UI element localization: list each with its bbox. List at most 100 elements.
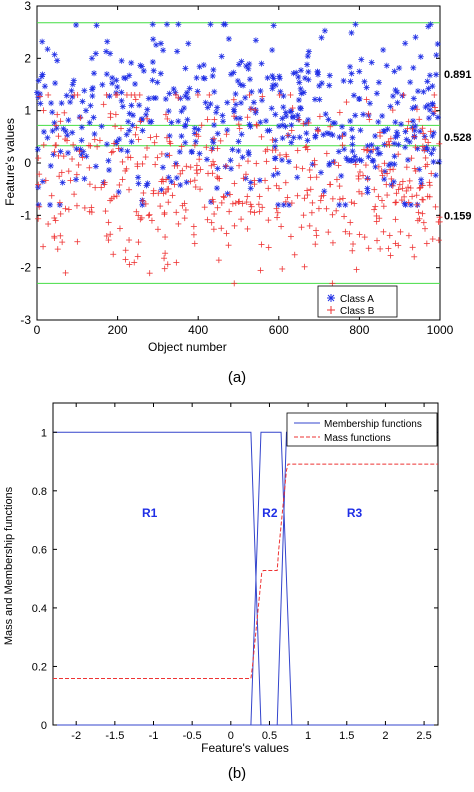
class-a-point — [91, 70, 98, 77]
class-a-point — [44, 46, 51, 53]
class-a-point — [168, 178, 175, 185]
class-b-point — [392, 240, 399, 247]
class-b-point — [223, 131, 230, 138]
class-a-point — [330, 119, 337, 126]
panel-b-xtick-label: 0.5 — [262, 730, 277, 742]
class-b-point — [287, 233, 294, 240]
class-a-point — [380, 46, 387, 53]
class-a-point — [144, 180, 151, 187]
class-b-point — [273, 205, 280, 212]
class-b-point — [73, 171, 80, 178]
panel-a-ytick-label: -2 — [20, 261, 31, 275]
class-b-point — [383, 181, 390, 188]
class-b-point — [258, 133, 265, 140]
class-a-point — [257, 119, 264, 126]
class-a-point — [391, 68, 398, 75]
class-a-point — [54, 57, 61, 64]
class-b-point — [225, 242, 232, 249]
class-b-point — [387, 135, 394, 142]
class-b-point — [48, 192, 55, 199]
class-b-point — [373, 218, 380, 225]
class-b-point — [346, 230, 353, 237]
panel-b: -2 -1.5 -1 -0.5 0 0.5 1 1.5 2 2.5 0 0.2 0.4 0.6 0.8 1 R… — [3, 402, 439, 782]
class-b-point — [392, 216, 399, 223]
class-a-point — [63, 92, 70, 99]
class-a-point — [222, 163, 229, 170]
class-a-point — [73, 146, 80, 153]
class-b-point — [276, 91, 283, 98]
class-b-point — [211, 161, 218, 168]
class-b-point — [132, 96, 139, 103]
panel-b-ytick-label: 0.2 — [32, 661, 47, 673]
class-a-point — [113, 77, 120, 84]
class-b-point — [177, 170, 184, 177]
class-a-point — [426, 106, 433, 113]
class-b-point — [214, 204, 221, 211]
class-b-point — [142, 154, 149, 161]
class-b-point — [71, 191, 78, 198]
class-b-point — [301, 263, 308, 270]
class-a-point — [252, 37, 259, 44]
class-a-point — [392, 134, 399, 141]
panel-a-ytick-label: 3 — [24, 0, 31, 13]
class-a-point — [409, 105, 416, 112]
class-a-point — [89, 93, 96, 100]
class-a-point — [207, 21, 214, 28]
class-a-point — [149, 21, 156, 28]
class-b-point — [100, 101, 107, 108]
class-b-point — [45, 91, 52, 98]
class-a-point — [89, 86, 96, 93]
class-a-point — [220, 21, 227, 28]
class-a-point — [234, 77, 241, 84]
class-a-point — [224, 127, 231, 134]
class-b-point — [303, 143, 310, 150]
class-a-point — [347, 78, 354, 85]
class-a-point — [118, 97, 125, 104]
class-b-point — [51, 215, 58, 222]
class-b-point — [91, 136, 98, 143]
class-b-point — [70, 141, 77, 148]
class-b-point — [139, 160, 146, 167]
class-a-point — [126, 127, 133, 134]
class-a-point — [305, 116, 312, 123]
class-a-point — [218, 53, 225, 60]
class-a-point — [377, 150, 384, 157]
class-b-point — [236, 162, 243, 169]
class-b-point — [348, 199, 355, 206]
class-b-point — [386, 232, 393, 239]
class-b-point — [208, 147, 215, 154]
class-a-point — [365, 153, 372, 160]
panel-b-xtick-label: -1.5 — [105, 730, 124, 742]
class-a-point — [78, 137, 85, 144]
class-b-point — [173, 259, 180, 266]
class-b-point — [245, 158, 252, 165]
class-a-point — [177, 182, 184, 189]
class-a-point — [425, 115, 432, 122]
class-a-point — [200, 61, 207, 68]
class-b-point — [423, 240, 430, 247]
class-b-point — [65, 168, 72, 175]
class-b-point — [201, 204, 208, 211]
class-a-point — [402, 144, 409, 151]
class-b-point — [135, 136, 142, 143]
class-a-point — [272, 137, 279, 144]
class-a-point — [213, 109, 220, 116]
class-a-point — [361, 78, 368, 85]
class-b-point — [154, 226, 161, 233]
panel-b-legend-box — [286, 412, 438, 447]
class-b-point — [112, 111, 119, 118]
class-b-point — [36, 171, 43, 178]
panel-a-threshold-lines — [37, 22, 440, 284]
class-b-point — [164, 186, 171, 193]
class-a-point — [175, 118, 182, 125]
class-a-point — [191, 125, 198, 132]
class-b-point — [148, 217, 155, 224]
class-b-point — [265, 244, 272, 251]
class-a-point — [211, 88, 218, 95]
class-a-point — [296, 134, 303, 141]
class-a-point — [349, 141, 356, 148]
class-b-point — [105, 237, 112, 244]
class-b-point — [390, 166, 397, 173]
class-b-point — [325, 229, 332, 236]
class-a-point — [394, 99, 401, 106]
